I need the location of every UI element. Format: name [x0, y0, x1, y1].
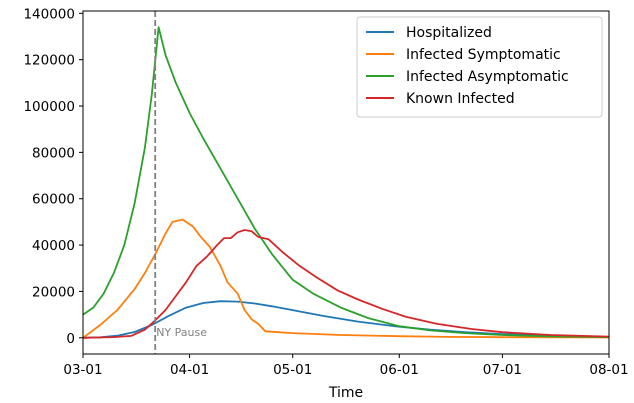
legend-label-3: Known Infected [406, 91, 515, 107]
x-axis-title: Time [328, 385, 363, 401]
x-tick-label-2: 05-01 [273, 362, 312, 378]
y-tick-label-4: 80000 [32, 145, 75, 161]
x-tick-label-5: 08-01 [589, 362, 628, 378]
series-line-3 [82, 229, 610, 339]
series-layer [82, 26, 610, 339]
legend-box [356, 16, 603, 118]
plot-area-frame [82, 10, 610, 355]
annotation-layer: NY Pause [154, 11, 207, 354]
y-axis: 0 20000 40000 60000 80000 100000 120000 140000 [23, 6, 83, 347]
legend-label-0: Hospitalized [406, 25, 492, 41]
y-tick-label-0: 0 [66, 331, 75, 347]
legend-label-1: Infected Symptomatic [406, 47, 561, 63]
x-tick-label-0: 03-01 [63, 362, 102, 378]
x-tick-label-3: 06-01 [380, 362, 419, 378]
annotation-label: NY Pause [156, 326, 207, 339]
y-tick-label-5: 100000 [23, 99, 75, 115]
y-tick-label-2: 40000 [32, 238, 75, 254]
x-axis: 03-01 04-01 05-01 06-01 07-01 08-01 [63, 354, 629, 378]
y-tick-label-3: 60000 [32, 192, 75, 208]
legend-label-2: Infected Asymptomatic [406, 69, 569, 85]
series-line-1 [82, 218, 610, 339]
y-tick-label-7: 140000 [23, 6, 75, 22]
legend: Hospitalized Infected Symptomatic Infected… [356, 16, 603, 118]
y-tick-label-1: 20000 [32, 284, 75, 300]
y-tick-label-6: 120000 [23, 53, 75, 69]
series-line-2 [82, 26, 610, 338]
x-tick-label-1: 04-01 [170, 362, 209, 378]
x-tick-label-4: 07-01 [483, 362, 522, 378]
